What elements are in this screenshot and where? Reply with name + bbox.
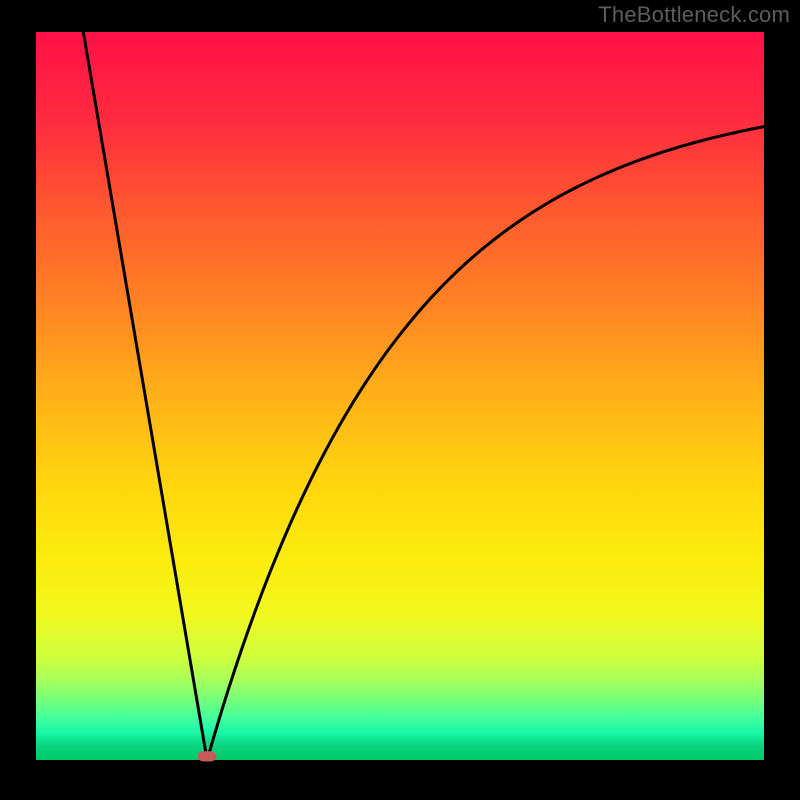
bottleneck-chart xyxy=(0,0,800,800)
watermark-label: TheBottleneck.com xyxy=(598,2,790,28)
optimal-point-marker xyxy=(198,751,217,761)
chart-container: TheBottleneck.com xyxy=(0,0,800,800)
